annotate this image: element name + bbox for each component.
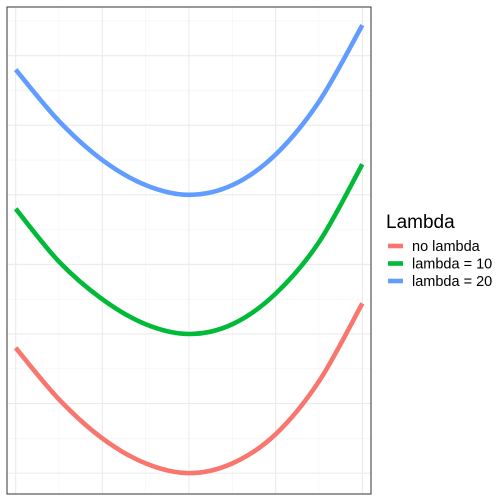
legend-title: Lambda [386,212,455,233]
plot-panel-border [6,6,372,495]
series-lines [13,23,365,476]
series-line-2 [13,23,365,198]
legend-label-0: no lambda [412,239,481,255]
series-line-1 [13,163,365,337]
legend-label-1: lambda = 10 [412,257,492,273]
series-line-0 [13,302,365,476]
legend-label-2: lambda = 20 [412,274,492,290]
